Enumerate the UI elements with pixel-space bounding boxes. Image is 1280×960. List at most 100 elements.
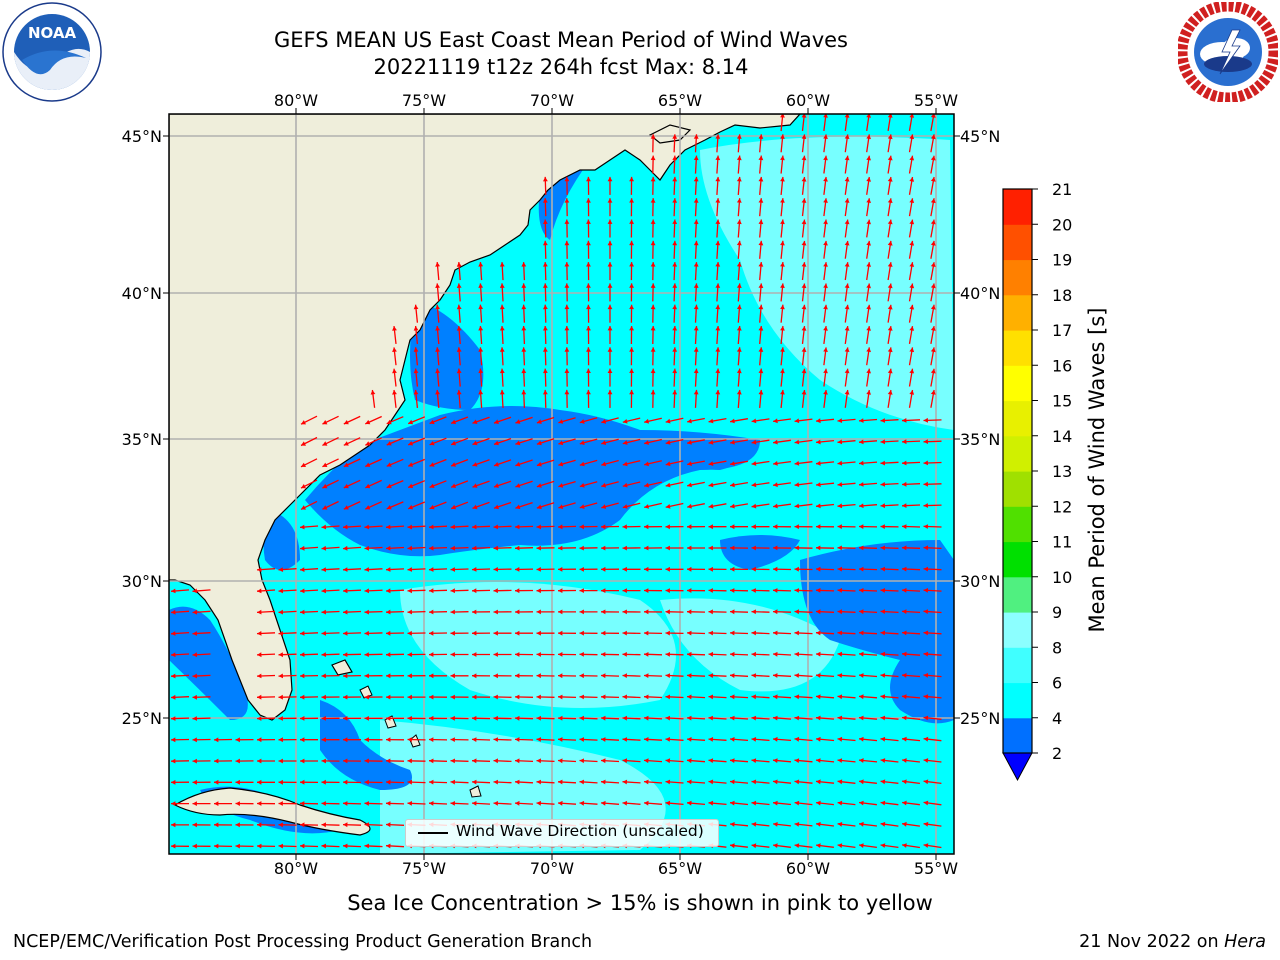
wind-wave-arrowhead <box>644 737 649 742</box>
wind-wave-arrowhead <box>650 389 656 395</box>
wind-wave-arrowhead <box>192 609 198 615</box>
wind-wave-arrowhead <box>909 326 915 331</box>
wind-wave-arrowhead <box>278 843 283 849</box>
wind-wave-arrowhead <box>171 843 176 849</box>
wind-wave-arrowhead <box>472 483 478 488</box>
wind-wave-arrowhead <box>407 716 412 721</box>
wind-wave-arrowhead <box>708 503 714 509</box>
wind-wave-arrowhead <box>730 843 735 849</box>
wind-wave-arrowhead <box>536 758 541 764</box>
wind-wave-arrowhead <box>343 588 348 594</box>
wind-wave-arrowhead <box>650 326 656 331</box>
wind-wave-arrowhead <box>909 368 915 374</box>
wind-wave-arrowhead <box>794 482 800 487</box>
wind-wave-arrowhead <box>687 779 692 785</box>
wind-wave-arrowhead <box>343 420 349 425</box>
wind-wave-arrowhead <box>816 694 821 700</box>
wind-wave-arrowhead <box>472 567 477 572</box>
wind-wave-arrowhead <box>515 630 520 636</box>
colorbar-segment <box>1003 189 1032 225</box>
wind-wave-arrowhead <box>715 368 721 374</box>
wind-wave-arrowhead <box>715 198 721 203</box>
wind-wave-arrowhead <box>450 801 455 806</box>
wind-wave-arrowhead <box>472 652 477 657</box>
wind-wave-arrowhead <box>837 503 843 509</box>
wind-wave-arrowhead <box>601 504 607 509</box>
wind-wave-arrowhead <box>521 347 527 352</box>
colorbar-segment <box>1003 224 1032 261</box>
wind-wave-arrowhead <box>816 736 821 742</box>
wind-wave-arrowhead <box>543 326 548 331</box>
colorbar-tick-label: 16 <box>1052 356 1072 375</box>
wind-wave-arrowhead <box>837 588 842 593</box>
wind-wave-arrowhead <box>601 630 606 636</box>
wind-wave-arrowhead <box>773 524 778 530</box>
wind-wave-arrowhead <box>214 822 219 828</box>
wind-wave-arrowhead <box>450 588 455 594</box>
wind-wave-arrowhead <box>751 524 756 530</box>
wind-wave-arrowhead <box>780 134 785 139</box>
wind-wave-arrowhead <box>736 155 742 161</box>
wind-wave-arrowhead <box>730 524 735 530</box>
wind-wave-arrowhead <box>515 504 521 510</box>
lat-label-left: 45°N <box>122 127 162 146</box>
wind-wave-arrowhead <box>494 483 499 488</box>
wind-wave-arrowhead <box>515 737 520 742</box>
wind-wave-arrowhead <box>715 219 721 224</box>
wind-wave-arrowhead <box>607 304 613 310</box>
wind-wave-arrowhead <box>364 630 369 636</box>
wind-wave-arrowhead <box>343 441 349 446</box>
wind-wave-arrowhead <box>579 652 584 657</box>
wind-wave-arrowhead <box>300 609 305 615</box>
wind-wave-arrowhead <box>321 567 326 572</box>
wind-wave-arrowhead <box>622 482 628 488</box>
wind-wave-arrowhead <box>665 545 670 551</box>
wind-wave-arrowhead <box>429 567 434 572</box>
wind-wave-arrowhead <box>794 736 800 742</box>
colorbar-label: Mean Period of Wind Waves [s] <box>1085 307 1109 633</box>
wind-wave-arrowhead <box>751 673 756 678</box>
wind-wave-arrowhead <box>837 779 843 785</box>
wind-wave-arrowhead <box>693 283 699 288</box>
wind-wave-arrowhead <box>493 715 498 721</box>
wind-wave-arrowhead <box>751 651 756 657</box>
footer-date: 21 Nov 2022 on Hera <box>1079 932 1266 952</box>
wind-wave-arrowhead <box>607 389 613 395</box>
wind-wave-arrowhead <box>816 630 821 636</box>
wind-wave-arrowhead <box>773 800 778 806</box>
wind-wave-arrowhead <box>687 503 692 509</box>
wind-wave-arrowhead <box>909 240 915 246</box>
colorbar-segment <box>1003 435 1032 472</box>
wind-wave-arrowhead <box>536 609 541 615</box>
wind-wave-arrowhead <box>773 779 778 785</box>
wind-wave-arrowhead <box>902 609 907 614</box>
wind-wave-arrowhead <box>902 566 907 572</box>
wind-wave-arrowhead <box>171 609 176 615</box>
colorbar-tick-label: 17 <box>1052 321 1072 340</box>
wind-wave-arrowhead <box>773 588 778 593</box>
wind-wave-arrowhead <box>773 843 778 848</box>
wind-wave-arrowhead <box>780 155 785 161</box>
wind-wave-arrowhead <box>751 694 756 700</box>
wind-wave-arrowhead <box>321 758 326 764</box>
wind-wave-arrowhead <box>880 694 886 700</box>
wind-wave-arrowhead <box>823 240 828 246</box>
wind-wave-arrowhead <box>472 609 477 615</box>
wind-wave-arrowhead <box>801 347 807 352</box>
wind-wave-arrowhead <box>622 715 627 721</box>
wind-wave-arrowhead <box>365 462 371 467</box>
wind-wave-arrowhead <box>751 482 757 488</box>
wind-wave-arrowhead <box>780 347 785 352</box>
wind-wave-arrowhead <box>823 390 828 395</box>
wind-wave-arrowhead <box>499 326 505 331</box>
wind-wave-arrowhead <box>429 419 435 425</box>
wind-wave-arrowhead <box>780 240 785 246</box>
wind-wave-arrowhead <box>235 801 240 806</box>
wind-wave-arrowhead <box>816 758 821 763</box>
wind-wave-arrowhead <box>386 716 391 721</box>
wind-wave-arrowhead <box>515 524 520 530</box>
wind-wave-arrowhead <box>564 283 570 288</box>
wind-wave-arrowhead <box>816 715 821 721</box>
wind-wave-arrowhead <box>321 694 326 700</box>
wind-wave-arrowhead <box>730 588 735 593</box>
